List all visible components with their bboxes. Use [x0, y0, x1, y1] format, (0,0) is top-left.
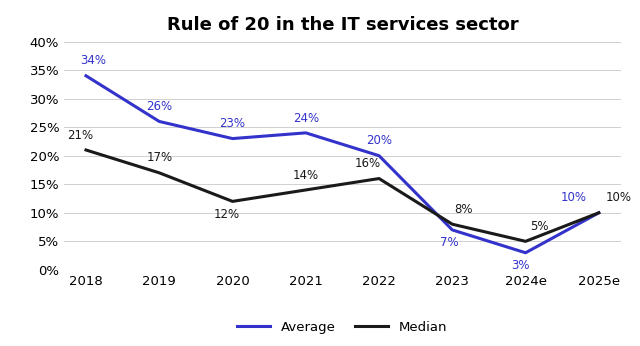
Median	[449, 222, 456, 226]
Line: Median: Median	[86, 150, 599, 242]
Median	[595, 211, 603, 215]
Median	[156, 171, 163, 175]
Average	[375, 154, 383, 158]
Text: 14%: 14%	[292, 169, 319, 182]
Text: 20%: 20%	[366, 134, 392, 147]
Title: Rule of 20 in the IT services sector: Rule of 20 in the IT services sector	[166, 16, 518, 34]
Average	[82, 74, 90, 78]
Median	[302, 188, 310, 192]
Text: 10%: 10%	[605, 191, 631, 204]
Median	[82, 148, 90, 152]
Text: 24%: 24%	[292, 111, 319, 125]
Text: 23%: 23%	[220, 117, 246, 130]
Text: 7%: 7%	[440, 236, 459, 249]
Text: 12%: 12%	[214, 208, 240, 221]
Text: 5%: 5%	[530, 220, 548, 233]
Average	[228, 136, 236, 140]
Text: 21%: 21%	[67, 129, 93, 142]
Average	[302, 131, 310, 135]
Text: 3%: 3%	[511, 259, 529, 272]
Average	[449, 228, 456, 232]
Average	[522, 251, 529, 255]
Line: Average: Average	[86, 76, 599, 253]
Average	[595, 211, 603, 215]
Text: 34%: 34%	[80, 54, 106, 67]
Median	[375, 176, 383, 181]
Median	[228, 199, 236, 203]
Average	[156, 119, 163, 124]
Median	[522, 239, 529, 244]
Text: 17%: 17%	[146, 152, 172, 164]
Text: 10%: 10%	[561, 191, 587, 204]
Legend: Average, Median: Average, Median	[232, 315, 453, 339]
Text: 16%: 16%	[355, 157, 381, 170]
Text: 26%: 26%	[146, 100, 172, 113]
Text: 8%: 8%	[454, 203, 473, 216]
